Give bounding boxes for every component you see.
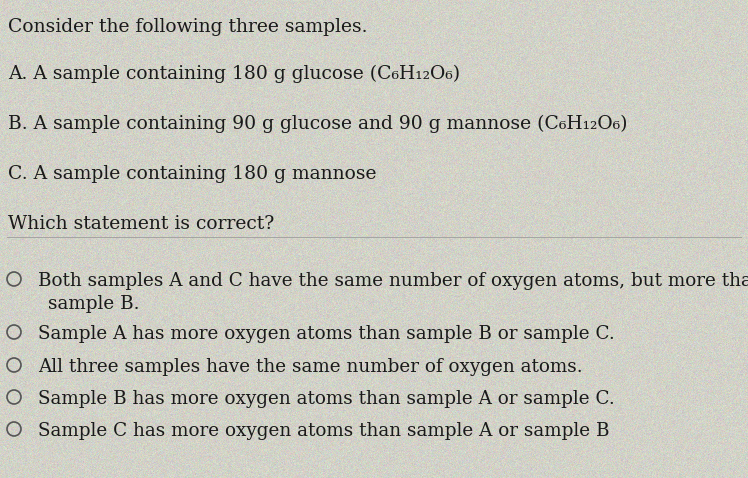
Text: Consider the following three samples.: Consider the following three samples. — [8, 18, 367, 36]
Text: Which statement is correct?: Which statement is correct? — [8, 215, 275, 233]
Text: C. A sample containing 180 g mannose: C. A sample containing 180 g mannose — [8, 165, 376, 183]
Text: Sample C has more oxygen atoms than sample A or sample B: Sample C has more oxygen atoms than samp… — [38, 422, 610, 440]
Text: All three samples have the same number of oxygen atoms.: All three samples have the same number o… — [38, 358, 583, 376]
Text: Sample A has more oxygen atoms than sample B or sample C.: Sample A has more oxygen atoms than samp… — [38, 325, 615, 343]
Text: Both samples A and C have the same number of oxygen atoms, but more than in: Both samples A and C have the same numbe… — [38, 272, 748, 290]
Text: B. A sample containing 90 g glucose and 90 g mannose (C₆H₁₂O₆): B. A sample containing 90 g glucose and … — [8, 115, 628, 133]
Text: A. A sample containing 180 g glucose (C₆H₁₂O₆): A. A sample containing 180 g glucose (C₆… — [8, 65, 460, 83]
Text: Sample B has more oxygen atoms than sample A or sample C.: Sample B has more oxygen atoms than samp… — [38, 390, 615, 408]
Text: sample B.: sample B. — [48, 295, 139, 313]
